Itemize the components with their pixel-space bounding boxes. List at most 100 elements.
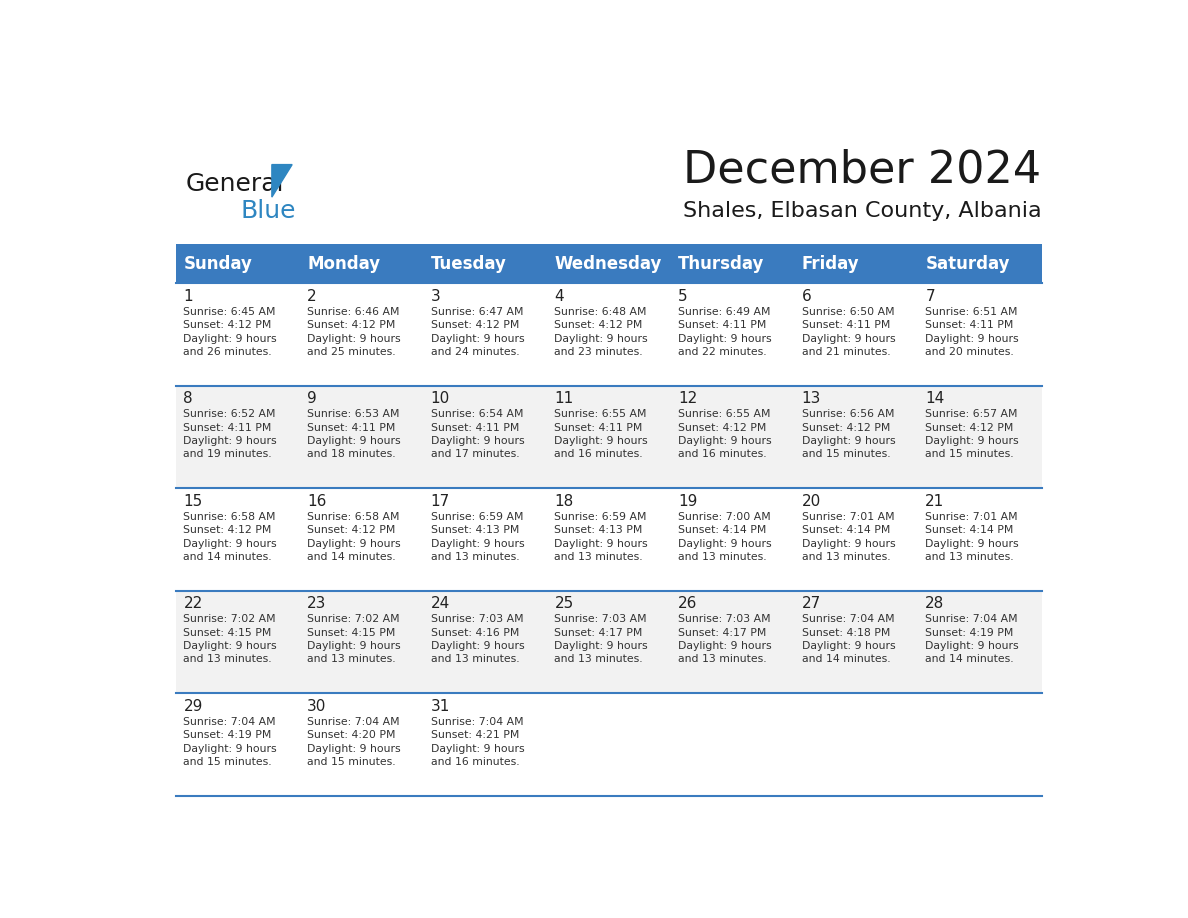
- Text: Sunrise: 7:02 AM: Sunrise: 7:02 AM: [183, 614, 276, 624]
- Text: and 16 minutes.: and 16 minutes.: [555, 450, 643, 459]
- Text: Sunrise: 6:54 AM: Sunrise: 6:54 AM: [431, 409, 523, 420]
- Text: Wednesday: Wednesday: [555, 255, 662, 273]
- Text: Daylight: 9 hours: Daylight: 9 hours: [802, 539, 896, 549]
- Text: 28: 28: [925, 597, 944, 611]
- Text: Sunrise: 7:01 AM: Sunrise: 7:01 AM: [802, 511, 895, 521]
- Text: 21: 21: [925, 494, 944, 509]
- Text: Daylight: 9 hours: Daylight: 9 hours: [431, 539, 524, 549]
- Text: Sunset: 4:19 PM: Sunset: 4:19 PM: [183, 730, 272, 740]
- Text: 6: 6: [802, 289, 811, 304]
- Text: Sunrise: 6:55 AM: Sunrise: 6:55 AM: [678, 409, 771, 420]
- Text: Sunset: 4:14 PM: Sunset: 4:14 PM: [678, 525, 766, 535]
- Text: Daylight: 9 hours: Daylight: 9 hours: [183, 641, 277, 651]
- Text: Daylight: 9 hours: Daylight: 9 hours: [431, 744, 524, 754]
- Text: Sunset: 4:12 PM: Sunset: 4:12 PM: [555, 320, 643, 330]
- Text: 30: 30: [308, 699, 327, 714]
- Text: 26: 26: [678, 597, 697, 611]
- Text: Daylight: 9 hours: Daylight: 9 hours: [431, 641, 524, 651]
- Text: 9: 9: [308, 391, 317, 407]
- Bar: [176, 284, 1042, 386]
- Text: 22: 22: [183, 597, 203, 611]
- Text: 29: 29: [183, 699, 203, 714]
- Text: Sunset: 4:12 PM: Sunset: 4:12 PM: [183, 320, 272, 330]
- Text: Sunset: 4:13 PM: Sunset: 4:13 PM: [555, 525, 643, 535]
- Text: Daylight: 9 hours: Daylight: 9 hours: [802, 333, 896, 343]
- Text: Sunrise: 6:53 AM: Sunrise: 6:53 AM: [308, 409, 399, 420]
- Text: Daylight: 9 hours: Daylight: 9 hours: [925, 436, 1019, 446]
- Text: Sunrise: 6:56 AM: Sunrise: 6:56 AM: [802, 409, 895, 420]
- Text: and 13 minutes.: and 13 minutes.: [678, 655, 766, 665]
- Text: Sunset: 4:11 PM: Sunset: 4:11 PM: [308, 422, 396, 432]
- Text: and 14 minutes.: and 14 minutes.: [183, 552, 272, 562]
- Text: Sunrise: 7:03 AM: Sunrise: 7:03 AM: [431, 614, 524, 624]
- Text: Sunset: 4:11 PM: Sunset: 4:11 PM: [555, 422, 643, 432]
- Text: Sunrise: 6:58 AM: Sunrise: 6:58 AM: [308, 511, 399, 521]
- Text: Sunrise: 6:52 AM: Sunrise: 6:52 AM: [183, 409, 276, 420]
- Text: Daylight: 9 hours: Daylight: 9 hours: [678, 436, 772, 446]
- Text: Sunday: Sunday: [183, 255, 252, 273]
- Text: and 22 minutes.: and 22 minutes.: [678, 347, 766, 357]
- Text: Sunset: 4:12 PM: Sunset: 4:12 PM: [678, 422, 766, 432]
- Text: Daylight: 9 hours: Daylight: 9 hours: [555, 436, 647, 446]
- Text: Sunset: 4:12 PM: Sunset: 4:12 PM: [431, 320, 519, 330]
- Text: 23: 23: [308, 597, 327, 611]
- Text: Daylight: 9 hours: Daylight: 9 hours: [183, 436, 277, 446]
- Text: 16: 16: [308, 494, 327, 509]
- Text: Sunrise: 6:59 AM: Sunrise: 6:59 AM: [555, 511, 647, 521]
- Text: Sunrise: 6:50 AM: Sunrise: 6:50 AM: [802, 307, 895, 317]
- Text: Daylight: 9 hours: Daylight: 9 hours: [308, 333, 400, 343]
- Text: Sunrise: 6:49 AM: Sunrise: 6:49 AM: [678, 307, 771, 317]
- Text: Daylight: 9 hours: Daylight: 9 hours: [431, 333, 524, 343]
- Text: Sunrise: 6:46 AM: Sunrise: 6:46 AM: [308, 307, 399, 317]
- Text: and 23 minutes.: and 23 minutes.: [555, 347, 643, 357]
- Text: Sunset: 4:13 PM: Sunset: 4:13 PM: [431, 525, 519, 535]
- Text: Daylight: 9 hours: Daylight: 9 hours: [308, 744, 400, 754]
- Text: Sunrise: 6:59 AM: Sunrise: 6:59 AM: [431, 511, 523, 521]
- Text: Daylight: 9 hours: Daylight: 9 hours: [431, 436, 524, 446]
- Text: 24: 24: [431, 597, 450, 611]
- Text: Sunset: 4:11 PM: Sunset: 4:11 PM: [678, 320, 766, 330]
- Text: Daylight: 9 hours: Daylight: 9 hours: [678, 539, 772, 549]
- Text: 7: 7: [925, 289, 935, 304]
- Text: Sunrise: 6:47 AM: Sunrise: 6:47 AM: [431, 307, 523, 317]
- Text: and 13 minutes.: and 13 minutes.: [925, 552, 1013, 562]
- Bar: [176, 386, 1042, 488]
- Text: 10: 10: [431, 391, 450, 407]
- Text: and 13 minutes.: and 13 minutes.: [431, 552, 519, 562]
- Text: and 13 minutes.: and 13 minutes.: [555, 552, 643, 562]
- Text: Blue: Blue: [240, 198, 296, 222]
- Text: and 15 minutes.: and 15 minutes.: [308, 757, 396, 767]
- Text: General: General: [185, 173, 284, 196]
- Text: Daylight: 9 hours: Daylight: 9 hours: [183, 539, 277, 549]
- Text: and 16 minutes.: and 16 minutes.: [678, 450, 766, 459]
- Text: Friday: Friday: [802, 255, 859, 273]
- Text: and 17 minutes.: and 17 minutes.: [431, 450, 519, 459]
- Text: Daylight: 9 hours: Daylight: 9 hours: [925, 333, 1019, 343]
- Text: 17: 17: [431, 494, 450, 509]
- Text: 5: 5: [678, 289, 688, 304]
- Text: and 14 minutes.: and 14 minutes.: [308, 552, 396, 562]
- Text: Monday: Monday: [308, 255, 380, 273]
- Bar: [176, 693, 1042, 796]
- Text: Sunset: 4:11 PM: Sunset: 4:11 PM: [431, 422, 519, 432]
- Text: Daylight: 9 hours: Daylight: 9 hours: [802, 436, 896, 446]
- Text: Daylight: 9 hours: Daylight: 9 hours: [308, 436, 400, 446]
- Text: and 13 minutes.: and 13 minutes.: [678, 552, 766, 562]
- Text: Daylight: 9 hours: Daylight: 9 hours: [555, 641, 647, 651]
- Text: Sunset: 4:17 PM: Sunset: 4:17 PM: [555, 628, 643, 638]
- Text: 2: 2: [308, 289, 317, 304]
- Bar: [176, 244, 1042, 284]
- Text: and 13 minutes.: and 13 minutes.: [555, 655, 643, 665]
- Text: 13: 13: [802, 391, 821, 407]
- Text: Daylight: 9 hours: Daylight: 9 hours: [308, 641, 400, 651]
- Text: 27: 27: [802, 597, 821, 611]
- Bar: [176, 488, 1042, 591]
- Text: 20: 20: [802, 494, 821, 509]
- Text: and 25 minutes.: and 25 minutes.: [308, 347, 396, 357]
- Text: 3: 3: [431, 289, 441, 304]
- Text: Sunrise: 7:04 AM: Sunrise: 7:04 AM: [925, 614, 1018, 624]
- Text: 25: 25: [555, 597, 574, 611]
- Text: Sunrise: 7:04 AM: Sunrise: 7:04 AM: [308, 717, 399, 727]
- Text: Sunset: 4:17 PM: Sunset: 4:17 PM: [678, 628, 766, 638]
- Text: Sunrise: 6:58 AM: Sunrise: 6:58 AM: [183, 511, 276, 521]
